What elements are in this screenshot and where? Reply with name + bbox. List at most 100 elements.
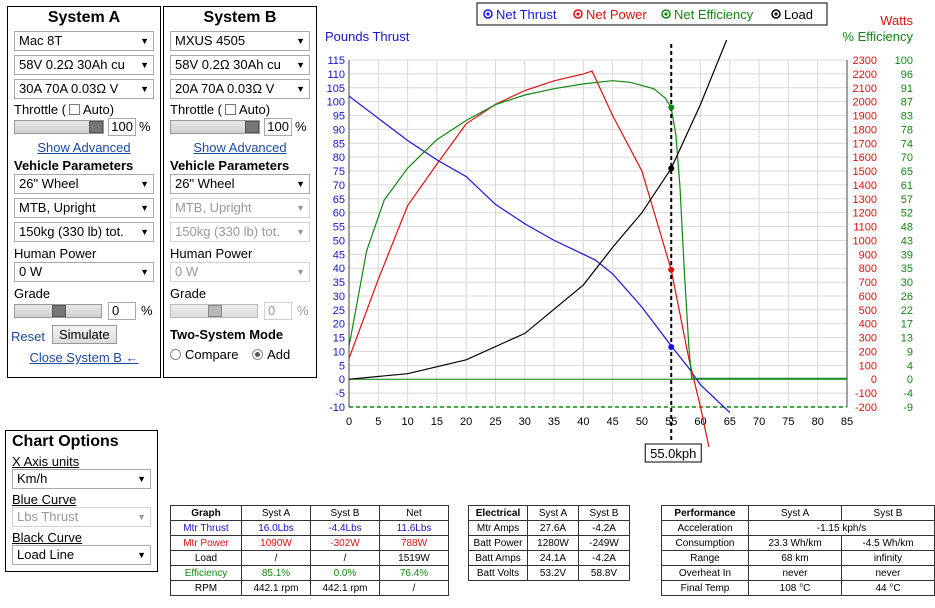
auto-checkbox-a[interactable]: [69, 104, 81, 115]
chevron-down-icon: ▼: [137, 474, 146, 484]
reset-link[interactable]: Reset: [11, 329, 45, 344]
efficiency-tick-label: 0: [907, 374, 913, 386]
grade-input-a[interactable]: 0: [108, 302, 136, 320]
graph-row-syst-a: 85.1%: [241, 565, 311, 581]
system-a-panel: System A Mac 8T ▼ 58V 0.2Ω 30Ah cu ▼ 30A 7…: [7, 6, 161, 378]
left-tick-label: 105: [327, 83, 345, 95]
battery-select-a[interactable]: 58V 0.2Ω 30Ah cu ▼: [14, 55, 154, 75]
series-line-net-efficiency: [349, 80, 847, 379]
cursor-label-box: [644, 443, 702, 463]
wheel-select-b[interactable]: 26" Wheel ▼: [170, 174, 310, 194]
vehicle-params-heading-b: Vehicle Parameters: [170, 158, 290, 173]
legend-box: [476, 2, 828, 26]
left-tick-label: 65: [333, 194, 345, 206]
watts-tick-label: 2300: [853, 55, 877, 67]
right-axis-title-efficiency: % Efficiency: [842, 29, 913, 44]
efficiency-tick-label: 9: [907, 346, 913, 358]
efficiency-tick-label: 78: [901, 124, 913, 136]
motor-select-b[interactable]: MXUS 4505 ▼: [170, 31, 310, 51]
efficiency-tick-label: 91: [901, 83, 913, 95]
wheel-select-b-value: 26" Wheel: [175, 176, 235, 191]
watts-tick-label: 2100: [853, 83, 877, 95]
throttle-input-b[interactable]: 100: [264, 118, 292, 136]
performance-row-syst-a: 68 km: [748, 550, 842, 566]
electrical-row-label: Mtr Amps: [468, 520, 528, 536]
grade-slider-thumb-b: [208, 305, 222, 317]
electrical-table-row: Batt Amps 24.1A -4.2A: [468, 550, 630, 566]
close-system-b-link[interactable]: Close System B ←: [29, 350, 139, 365]
performance-table-row: Range 68 km infinity: [661, 550, 935, 566]
throttle-slider-a[interactable]: [14, 120, 104, 134]
wheel-select-a[interactable]: 26" Wheel ▼: [14, 174, 154, 194]
x-axis-units-select[interactable]: Km/h ▼: [12, 469, 151, 489]
electrical-row-syst-a: 27.6A: [527, 520, 579, 536]
human-power-select-b-value: 0 W: [175, 264, 199, 279]
left-tick-label: 35: [333, 277, 345, 289]
watts-tick-label: 200: [859, 346, 877, 358]
electrical-row-syst-a: 24.1A: [527, 550, 579, 566]
weight-select-a-value: 150kg (330 lb) tot.: [19, 224, 124, 239]
legend-marker-dot: [774, 12, 778, 16]
simulate-button[interactable]: Simulate: [52, 325, 117, 344]
left-tick-label: 90: [333, 124, 345, 136]
throttle-input-a[interactable]: 100: [108, 118, 136, 136]
performance-table-header: Performance Syst A Syst B: [661, 505, 935, 521]
compare-radio[interactable]: [170, 349, 181, 360]
x-tick-label: 30: [519, 416, 531, 428]
frame-select-a[interactable]: MTB, Upright ▼: [14, 198, 154, 218]
legend-marker-dot: [486, 12, 490, 16]
battery-select-b-value: 58V 0.2Ω 30Ah cu: [175, 57, 281, 72]
action-row-a: Reset Simulate: [11, 325, 154, 349]
human-power-select-a[interactable]: 0 W ▼: [14, 262, 154, 282]
electrical-row-label: Batt Amps: [468, 550, 528, 566]
graph-table-header-cell: Net: [379, 505, 449, 521]
chevron-down-icon: ▼: [296, 60, 305, 70]
throttle-slider-thumb-a[interactable]: [89, 121, 103, 133]
performance-row-syst-b: -4.5 Wh/km: [841, 535, 935, 551]
throttle-slider-thumb-b[interactable]: [245, 121, 259, 133]
show-advanced-link-b[interactable]: Show Advanced: [193, 140, 287, 155]
controller-select-a[interactable]: 30A 70A 0.03Ω V ▼: [14, 79, 154, 99]
auto-checkbox-b[interactable]: [225, 104, 237, 115]
chevron-down-icon: ▼: [140, 60, 149, 70]
electrical-table-header: Electrical Syst A Syst B: [468, 505, 630, 521]
graph-row-syst-a: /: [241, 550, 311, 566]
motor-select-a[interactable]: Mac 8T ▼: [14, 31, 154, 51]
grade-slider-a[interactable]: [14, 304, 102, 318]
performance-row-syst-b: never: [841, 565, 935, 581]
throttle-slider-b[interactable]: [170, 120, 260, 134]
efficiency-tick-label: 100: [895, 55, 913, 67]
performance-table-row: Final Temp 108 °C 44 °C: [661, 580, 935, 596]
grade-slider-thumb-a[interactable]: [52, 305, 66, 317]
performance-row-label: Consumption: [661, 535, 749, 551]
watts-tick-label: 1200: [853, 208, 877, 220]
grade-label-a: Grade: [14, 286, 51, 301]
electrical-table: Electrical Syst A Syst B Mtr Amps 27.6A -4…: [468, 505, 630, 581]
performance-table-header-cell: Performance: [661, 505, 749, 521]
x-axis-units-value: Km/h: [17, 471, 48, 486]
chart-legend: Net Thrust Net Power Net Efficiency Load: [476, 2, 828, 26]
efficiency-tick-label: 43: [901, 235, 913, 247]
chart-options-panel: Chart Options X Axis units Km/h ▼ Blue Cu…: [5, 430, 158, 572]
performance-row-syst-b: 44 °C: [841, 580, 935, 596]
black-curve-select[interactable]: Load Line ▼: [12, 545, 151, 565]
grade-input-b: 0: [264, 302, 292, 320]
weight-select-a[interactable]: 150kg (330 lb) tot. ▼: [14, 222, 154, 242]
electrical-table-header-cell: Syst B: [578, 505, 630, 521]
performance-row-merged: -1.15 kph/s: [748, 520, 935, 536]
x-tick-label: 10: [401, 416, 413, 428]
cursor-point-net-power: [668, 266, 675, 273]
electrical-row-syst-a: 1280W: [527, 535, 579, 551]
human-power-label-a: Human Power: [14, 246, 97, 261]
performance-table-row: Consumption 23.3 Wh/km -4.5 Wh/km: [661, 535, 935, 551]
show-advanced-link-a[interactable]: Show Advanced: [37, 140, 131, 155]
graph-row-syst-b: -4.4Lbs: [310, 520, 380, 536]
battery-select-b[interactable]: 58V 0.2Ω 30Ah cu ▼: [170, 55, 310, 75]
add-radio[interactable]: [252, 349, 264, 360]
chart-cursor[interactable]: 55.0kph: [644, 44, 702, 463]
electrical-table-row: Batt Volts 53.2V 58.8V: [468, 565, 630, 581]
controller-select-b[interactable]: 20A 70A 0.03Ω V ▼: [170, 79, 310, 99]
black-curve-value: Load Line: [17, 547, 75, 562]
chart-grid: [348, 59, 848, 408]
